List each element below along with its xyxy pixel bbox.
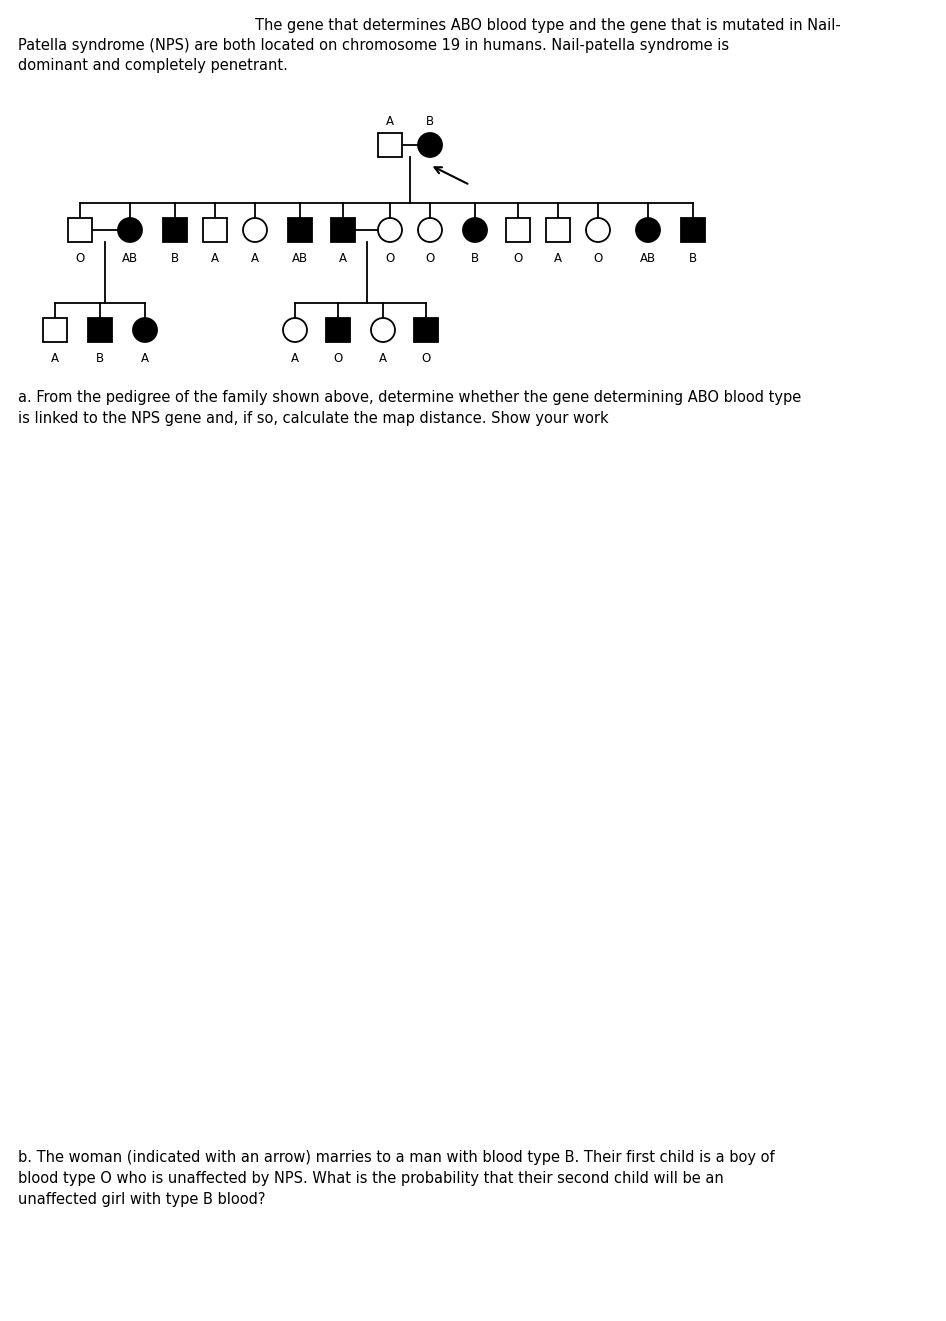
Ellipse shape (283, 318, 307, 342)
Text: dominant and completely penetrant.: dominant and completely penetrant. (18, 58, 288, 73)
Text: b. The woman (indicated with an arrow) marries to a man with blood type B. Their: b. The woman (indicated with an arrow) m… (18, 1151, 775, 1207)
Bar (331, 218, 355, 242)
Ellipse shape (371, 318, 395, 342)
Bar (506, 218, 530, 242)
Bar (326, 318, 350, 342)
Text: AB: AB (292, 252, 308, 266)
Ellipse shape (133, 318, 157, 342)
Ellipse shape (586, 218, 610, 242)
Text: A: A (51, 351, 59, 365)
Ellipse shape (378, 218, 402, 242)
Ellipse shape (118, 218, 142, 242)
Text: B: B (426, 115, 434, 128)
Text: Patella syndrome (NPS) are both located on chromosome 19 in humans. Nail-patella: Patella syndrome (NPS) are both located … (18, 38, 729, 53)
Ellipse shape (636, 218, 660, 242)
Text: B: B (96, 351, 104, 365)
Ellipse shape (243, 218, 267, 242)
Bar (378, 133, 402, 157)
Bar (414, 318, 438, 342)
Bar (163, 218, 187, 242)
Text: B: B (689, 252, 697, 266)
Text: B: B (171, 252, 179, 266)
Bar (681, 218, 705, 242)
Bar (203, 218, 227, 242)
Text: O: O (333, 351, 342, 365)
Bar (43, 318, 67, 342)
Text: A: A (211, 252, 219, 266)
Text: a. From the pedigree of the family shown above, determine whether the gene deter: a. From the pedigree of the family shown… (18, 390, 801, 425)
Text: O: O (421, 351, 430, 365)
Ellipse shape (463, 218, 487, 242)
Text: A: A (141, 351, 149, 365)
Ellipse shape (418, 133, 442, 157)
Text: A: A (386, 115, 394, 128)
Text: A: A (251, 252, 259, 266)
Text: A: A (554, 252, 562, 266)
Bar (546, 218, 570, 242)
Text: A: A (379, 351, 387, 365)
Text: AB: AB (639, 252, 657, 266)
Ellipse shape (418, 218, 442, 242)
Bar (88, 318, 112, 342)
Text: O: O (514, 252, 522, 266)
Text: O: O (385, 252, 394, 266)
Bar (288, 218, 312, 242)
Text: O: O (426, 252, 434, 266)
Text: A: A (339, 252, 347, 266)
Text: O: O (593, 252, 603, 266)
Text: AB: AB (122, 252, 138, 266)
Text: The gene that determines ABO blood type and the gene that is mutated in Nail-: The gene that determines ABO blood type … (255, 18, 841, 33)
Text: B: B (471, 252, 479, 266)
Text: O: O (76, 252, 84, 266)
Bar (68, 218, 92, 242)
Text: A: A (291, 351, 299, 365)
